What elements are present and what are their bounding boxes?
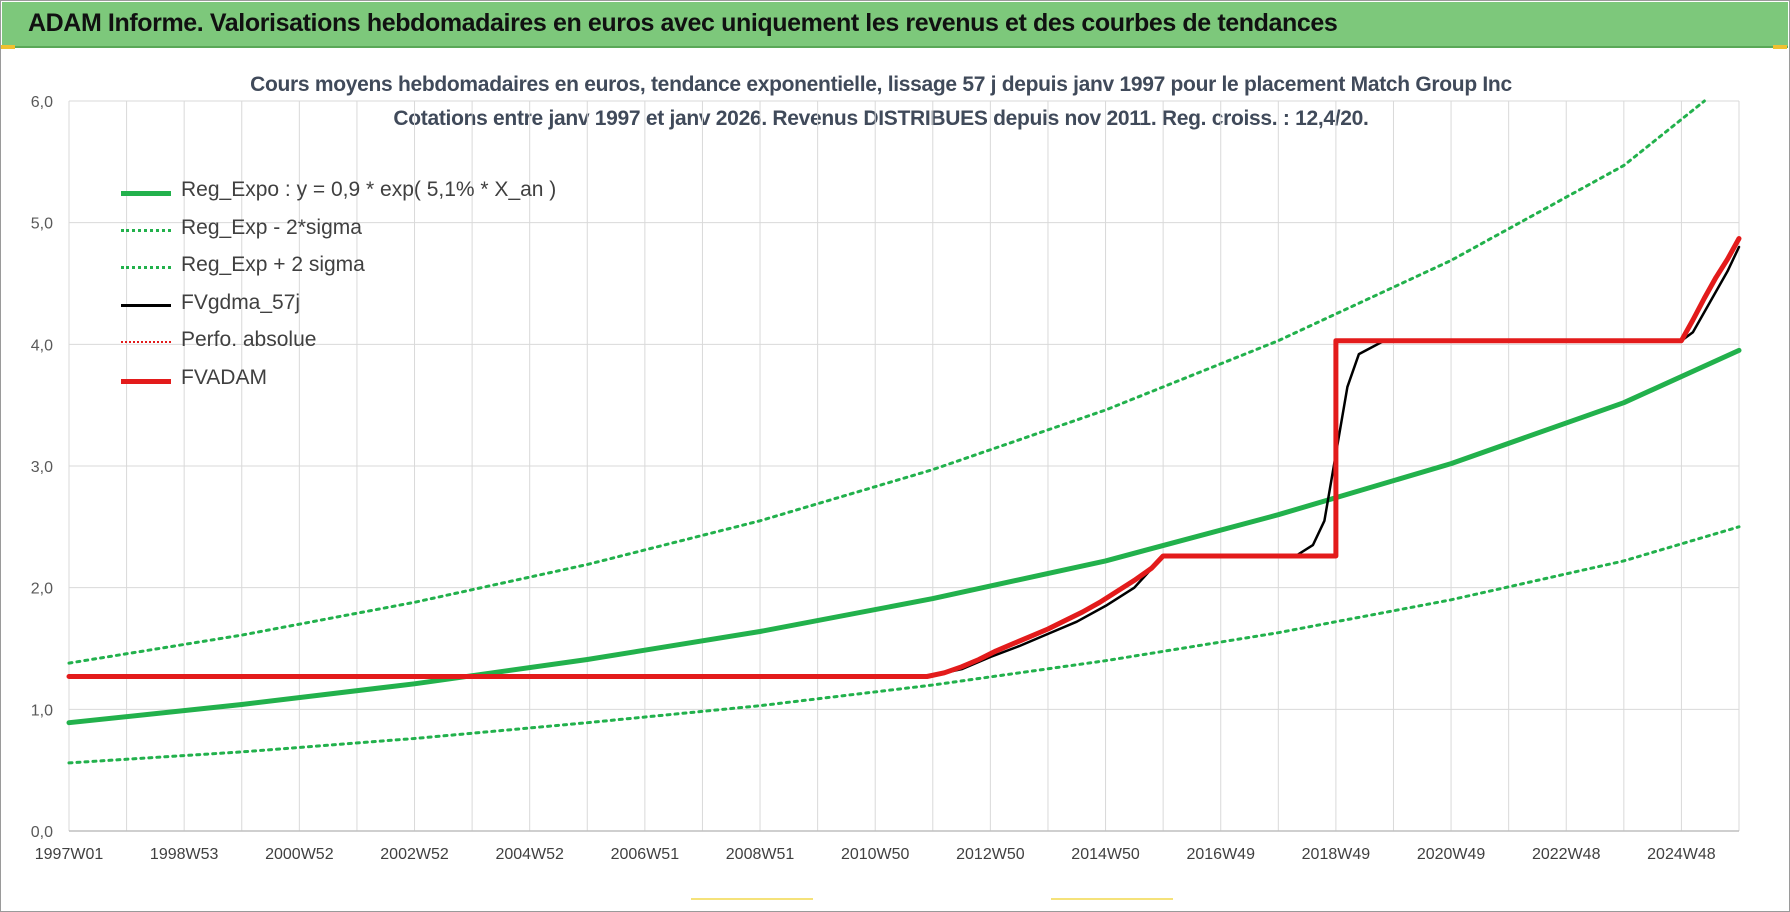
footer-accent-left [691, 898, 813, 900]
x-tick-label: 2022W48 [1532, 846, 1601, 863]
legend-label-reg-expo: Reg_Expo : y = 0,9 * exp( 5,1% * X_an ) [181, 178, 557, 201]
x-tick-label: 1998W53 [150, 846, 219, 863]
series-line-reg-exp-2-sigma [67, 99, 1706, 665]
legend-swatch-fvgdma [121, 303, 171, 307]
x-tick-label: 2008W51 [726, 846, 795, 863]
x-tick-label: 2002W52 [380, 846, 449, 863]
x-tick-label: 2010W50 [841, 846, 910, 863]
y-tick-label: 6,0 [31, 94, 53, 111]
legend-swatch-fvadam [121, 378, 171, 384]
series-line-fvgdma-57j [67, 245, 1741, 678]
x-tick-label: 2020W49 [1417, 846, 1486, 863]
y-tick-label: 4,0 [31, 337, 53, 354]
corner-mark-left [1, 45, 15, 49]
x-tick-label: 2016W49 [1186, 846, 1255, 863]
y-tick-label: 3,0 [31, 459, 53, 476]
x-tick-label: 2012W50 [956, 846, 1025, 863]
report-banner: ADAM Informe. Valorisations hebdomadaire… [2, 2, 1788, 48]
legend-label-fvadam: FVADAM [181, 365, 267, 389]
y-tick-label: 0,0 [31, 824, 53, 841]
x-tick-label: 2024W48 [1647, 846, 1716, 863]
x-tick-label: 2000W52 [265, 846, 334, 863]
legend-swatch-reg-exp-minus [121, 228, 171, 232]
x-tick-label: 2018W49 [1302, 846, 1371, 863]
series-line-reg-exp-2-sigma [67, 525, 1741, 765]
footer-accent-right [1051, 898, 1173, 900]
y-tick-label: 5,0 [31, 216, 53, 233]
legend-swatch-reg-expo [121, 191, 171, 196]
report-title: ADAM Informe. Valorisations hebdomadaire… [28, 9, 1338, 37]
chart-subtitle: Cotations entre janv 1997 et janv 2026. … [393, 107, 1369, 130]
corner-mark-right [1773, 45, 1787, 49]
legend-label-fvgdma: FVgdma_57j [181, 290, 301, 314]
x-tick-label: 2004W52 [495, 846, 564, 863]
y-tick-label: 1,0 [31, 702, 53, 719]
chart-title: Cours moyens hebdomadaires en euros, ten… [250, 73, 1512, 96]
legend-swatch-reg-exp-plus [121, 266, 171, 269]
x-tick-label: 2006W51 [611, 846, 680, 863]
series-line-reg-expo-y-0-9-exp-5-1-x-an [66, 347, 1742, 726]
legend-label-reg-exp-minus: Reg_Exp - 2*sigma [181, 215, 362, 239]
x-tick-label: 1997W01 [35, 846, 104, 863]
y-tick-label: 2,0 [31, 581, 53, 598]
legend-label-perfo-absolue: Perfo. absolue [181, 328, 317, 351]
legend-label-reg-exp-plus: Reg_Exp + 2 sigma [181, 253, 365, 276]
legend-swatch-perfo-absolue [121, 341, 171, 343]
series-line-fvadam [66, 236, 1742, 679]
x-tick-label: 2014W50 [1071, 846, 1140, 863]
